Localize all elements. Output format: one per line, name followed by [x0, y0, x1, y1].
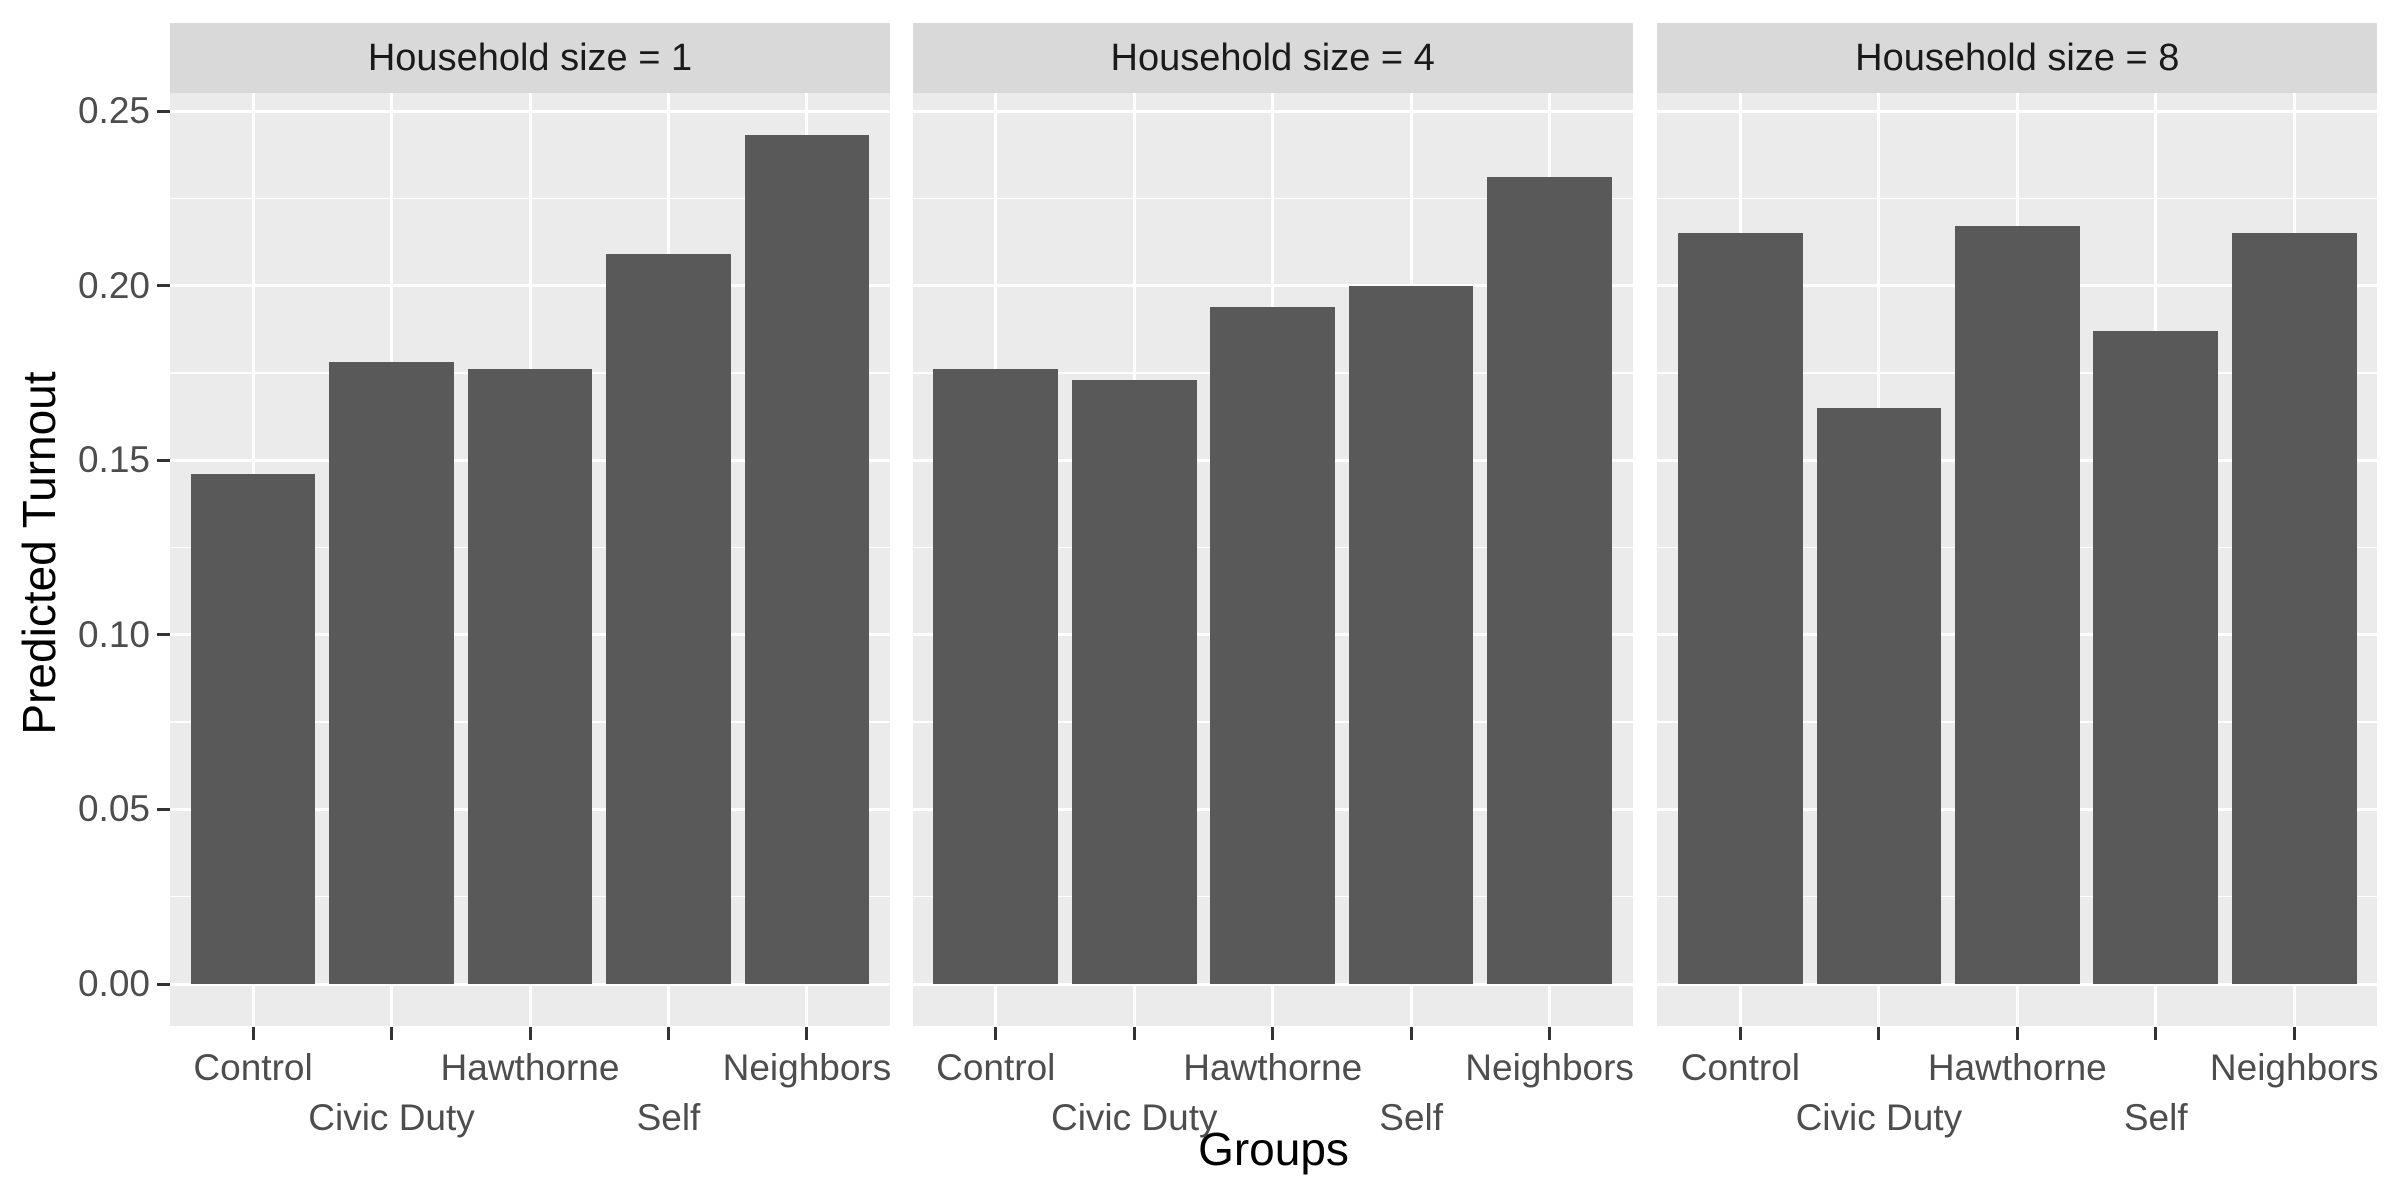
x-axis-tick-mark — [1877, 1027, 1881, 1040]
facet-strip-label: Household size = 1 — [367, 37, 693, 79]
x-axis-tick-mark — [994, 1027, 998, 1040]
x-axis-tick-mark — [1409, 1027, 1413, 1040]
y-axis-tick-label: 0.20 — [77, 264, 150, 306]
bar-civic-duty — [1071, 379, 1197, 984]
x-axis-tick-label: Control — [193, 1047, 313, 1088]
bar-self — [2093, 330, 2219, 984]
y-axis-tick-label: 0.00 — [77, 963, 150, 1004]
y-axis-tick-label: 0.15 — [77, 439, 150, 481]
bar-self — [606, 254, 731, 984]
x-axis-tick-label: Neighbors — [2209, 1047, 2379, 1088]
y-axis-tick-label: 0.10 — [77, 613, 150, 655]
x-axis-tick-mark — [251, 1027, 255, 1040]
x-axis-tick-mark — [666, 1027, 670, 1040]
x-axis-tick-mark — [1132, 1027, 1136, 1040]
bar-neighbors — [1487, 177, 1612, 984]
facet-strip: Household size = 4 — [912, 23, 1633, 93]
bar-hawthorne — [1210, 306, 1335, 984]
x-axis-tick-label: Civic Duty — [308, 1097, 475, 1138]
facet-panel — [170, 93, 890, 1026]
y-axis-tick-label: 0.25 — [77, 90, 150, 131]
facet-strip: Household size = 8 — [1657, 23, 2378, 93]
x-axis-title: Groups — [1198, 1123, 1349, 1175]
x-axis-tick-mark — [2015, 1027, 2019, 1040]
bar-control — [933, 369, 1059, 984]
x-axis-tick-label: Civic Duty — [1795, 1097, 1963, 1138]
x-axis-tick-mark — [1271, 1027, 1275, 1040]
bar-control — [190, 474, 316, 984]
y-axis-tick-mark — [157, 284, 170, 288]
y-axis-tick-mark — [157, 633, 170, 637]
x-axis-tick-mark — [2292, 1027, 2296, 1040]
facet-panel — [1657, 93, 2378, 1026]
x-axis-tick-mark — [390, 1027, 394, 1040]
bar-self — [1348, 285, 1474, 984]
x-axis-tick-label: Hawthorne — [1927, 1047, 2107, 1088]
y-axis-tick-mark — [157, 109, 170, 113]
y-axis-title: Predicted Turnout — [13, 371, 65, 735]
bar-hawthorne — [1954, 226, 2080, 984]
bar-neighbors — [744, 135, 870, 984]
x-axis-tick-label: Self — [2123, 1097, 2188, 1138]
y-axis-tick-mark — [157, 458, 170, 462]
y-axis-tick-mark — [157, 982, 170, 986]
x-axis-tick-mark — [528, 1027, 532, 1040]
facet-panel — [912, 93, 1633, 1026]
facet-strip-label: Household size = 4 — [1110, 37, 1435, 79]
x-axis-tick-mark — [1738, 1027, 1742, 1040]
x-axis-tick-label: Neighbors — [1465, 1047, 1634, 1088]
x-axis-tick-label: Hawthorne — [440, 1047, 620, 1088]
bar-neighbors — [2231, 233, 2357, 984]
x-axis-tick-label: Self — [1379, 1097, 1444, 1138]
x-axis-tick-label: Neighbors — [722, 1047, 892, 1088]
facet-strip: Household size = 1 — [170, 23, 890, 93]
bar-control — [1678, 233, 1803, 984]
y-axis-tick-label: 0.05 — [77, 788, 150, 830]
x-axis-tick-label: Civic Duty — [1050, 1097, 1218, 1138]
bar-civic-duty — [329, 362, 454, 984]
x-axis-tick-mark — [2154, 1027, 2158, 1040]
bar-civic-duty — [1816, 407, 1942, 984]
facet-strip-label: Household size = 8 — [1855, 37, 2180, 79]
x-axis-tick-label: Self — [636, 1097, 701, 1138]
x-axis-tick-mark — [805, 1027, 809, 1040]
x-axis-tick-label: Hawthorne — [1183, 1047, 1363, 1088]
y-axis-tick-mark — [157, 807, 170, 811]
x-axis-tick-label: Control — [1680, 1047, 1801, 1088]
x-axis-tick-mark — [1548, 1027, 1552, 1040]
x-axis-tick-label: Control — [936, 1047, 1056, 1088]
bar-hawthorne — [467, 369, 593, 984]
